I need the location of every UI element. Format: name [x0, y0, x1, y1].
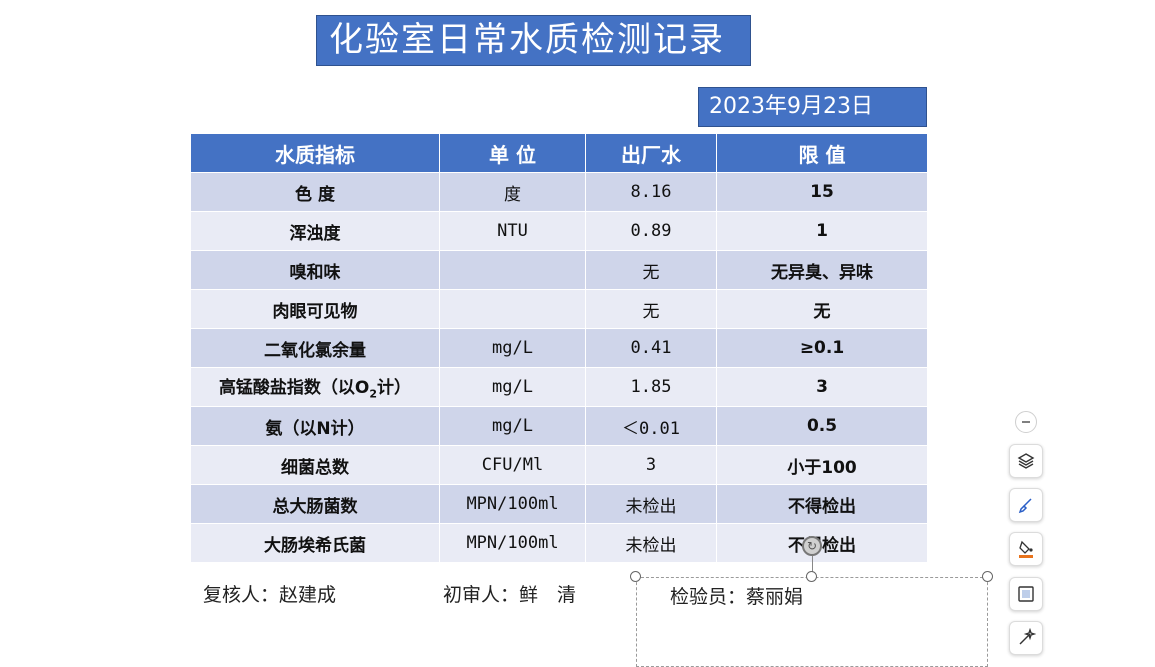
- cell-unit: [439, 289, 586, 329]
- cell-unit: [439, 250, 586, 290]
- reviewer-signature: 复核人：赵建成: [203, 584, 337, 606]
- rotate-handle-icon[interactable]: ↻: [802, 536, 822, 556]
- resize-handle-top-right[interactable]: [982, 571, 993, 582]
- cell-limit: 无异臭、异味: [716, 250, 928, 290]
- header-outlet-water: 出厂水: [585, 133, 717, 173]
- table-row: 色 度 度 8.16 15: [190, 172, 928, 212]
- cell-indicator: 浑浊度: [190, 211, 440, 251]
- header-limit: 限 值: [716, 133, 928, 173]
- brush-icon[interactable]: [1009, 488, 1043, 522]
- table-row: 嗅和味 无 无异臭、异味: [190, 250, 928, 290]
- indicator-text-suffix: 计）: [377, 378, 412, 399]
- cell-value: 0.41: [585, 328, 717, 368]
- table-header-row: 水质指标 单 位 出厂水 限 值: [190, 133, 928, 173]
- water-quality-table: 水质指标 单 位 出厂水 限 值 色 度 度 8.16 15 浑浊度 NTU 0…: [190, 133, 928, 563]
- table-row: 肉眼可见物 无 无: [190, 289, 928, 329]
- cell-unit: mg/L: [439, 328, 586, 368]
- cell-indicator: 细菌总数: [190, 445, 440, 485]
- indicator-text: 高锰酸盐指数（以O: [218, 378, 370, 399]
- collapse-icon[interactable]: [1015, 411, 1037, 433]
- layers-icon[interactable]: [1009, 444, 1043, 478]
- cell-value: 未检出: [585, 484, 717, 524]
- cell-limit: 小于100: [716, 445, 928, 485]
- cell-limit: 0.5: [716, 406, 928, 446]
- table-row: 细菌总数 CFU/Ml 3 小于100: [190, 445, 928, 485]
- cell-value: ＜0.01: [585, 406, 717, 446]
- cell-indicator: 氨（以N计）: [190, 406, 440, 446]
- cell-limit: 15: [716, 172, 928, 212]
- header-unit: 单 位: [439, 133, 586, 173]
- rotate-stem: [812, 556, 813, 576]
- cell-value: 8.16: [585, 172, 717, 212]
- record-date: 2023年9月23日: [698, 87, 927, 127]
- cell-value: 无: [585, 250, 717, 290]
- document-title: 化验室日常水质检测记录: [316, 15, 751, 66]
- cell-value: 3: [585, 445, 717, 485]
- cell-unit: CFU/Ml: [439, 445, 586, 485]
- border-icon[interactable]: [1009, 577, 1043, 611]
- cell-value: 未检出: [585, 523, 717, 563]
- cell-limit: 不得检出: [716, 523, 928, 563]
- cell-unit: mg/L: [439, 367, 586, 407]
- cell-limit: 无: [716, 289, 928, 329]
- cell-value: 0.89: [585, 211, 717, 251]
- cell-indicator: 色 度: [190, 172, 440, 212]
- subscript-2: 2: [369, 387, 378, 401]
- cell-limit: 1: [716, 211, 928, 251]
- cell-indicator: 嗅和味: [190, 250, 440, 290]
- table-row: 高锰酸盐指数（以O2计） mg/L 1.85 3: [190, 367, 928, 407]
- cell-limit: ≥0.1: [716, 328, 928, 368]
- cell-indicator: 总大肠菌数: [190, 484, 440, 524]
- cell-unit: NTU: [439, 211, 586, 251]
- fill-color-icon[interactable]: [1009, 532, 1043, 566]
- magic-icon[interactable]: [1009, 621, 1043, 655]
- cell-unit: MPN/100ml: [439, 523, 586, 563]
- cell-unit: 度: [439, 172, 586, 212]
- inspector-signature: 检验员：蔡丽娟: [670, 586, 804, 608]
- table-row: 氨（以N计） mg/L ＜0.01 0.5: [190, 406, 928, 446]
- table-row: 浑浊度 NTU 0.89 1: [190, 211, 928, 251]
- first-reviewer-signature: 初审人：鲜 清: [443, 584, 577, 606]
- table-row: 总大肠菌数 MPN/100ml 未检出 不得检出: [190, 484, 928, 524]
- cell-unit: mg/L: [439, 406, 586, 446]
- cell-indicator: 大肠埃希氏菌: [190, 523, 440, 563]
- cell-indicator: 二氧化氯余量: [190, 328, 440, 368]
- cell-indicator: 高锰酸盐指数（以O2计）: [190, 367, 440, 407]
- cell-value: 1.85: [585, 367, 717, 407]
- table-row: 二氧化氯余量 mg/L 0.41 ≥0.1: [190, 328, 928, 368]
- header-indicator: 水质指标: [190, 133, 440, 173]
- cell-limit: 不得检出: [716, 484, 928, 524]
- table-row: 大肠埃希氏菌 MPN/100ml 未检出 不得检出: [190, 523, 928, 563]
- resize-handle-top-center[interactable]: [806, 571, 817, 582]
- cell-value: 无: [585, 289, 717, 329]
- cell-limit: 3: [716, 367, 928, 407]
- cell-unit: MPN/100ml: [439, 484, 586, 524]
- cell-indicator: 肉眼可见物: [190, 289, 440, 329]
- resize-handle-top-left[interactable]: [630, 571, 641, 582]
